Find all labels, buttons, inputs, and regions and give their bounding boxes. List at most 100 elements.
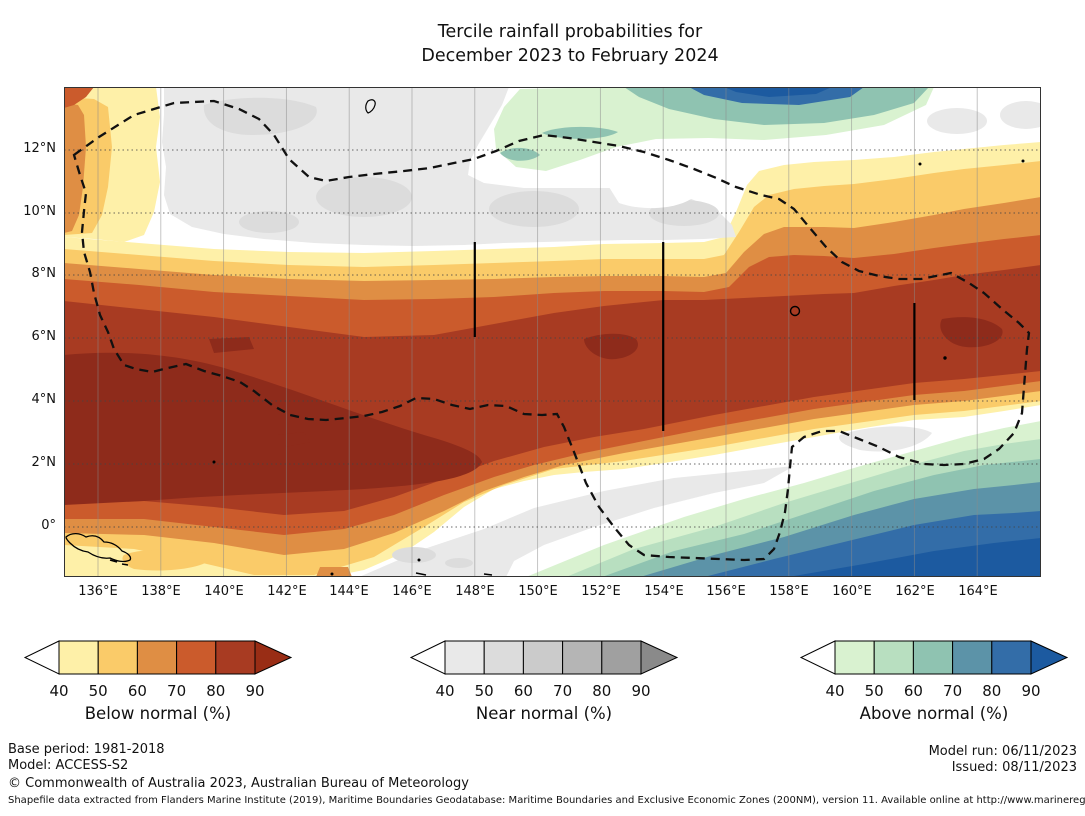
above-normal-teal-lens-1 [542,126,618,139]
footer-right: Model run: 06/11/2023 Issued: 08/11/2023 [929,744,1077,775]
lon-tick-138e: 138°E [141,584,181,599]
lon-tick-164e: 164°E [958,584,998,599]
below-normal-core-mid [584,333,638,360]
legend-above-box-1 [834,640,875,675]
legend-near-tick-90: 90 [631,682,651,700]
base-period-text: Base period: 1981-2018 [8,742,165,757]
below-normal-core-west [64,352,482,505]
legend-below-box-3 [136,640,178,675]
shapefile-attribution: Shapefile data extracted from Flanders M… [8,795,1085,806]
near-normal-patch-2 [316,177,412,217]
legend-near-tick-80: 80 [592,682,612,700]
legend-above-box-2 [873,640,914,675]
lon-tick-142e: 142°E [267,584,307,599]
guam-coastline [365,99,376,114]
legend-above-box-5 [991,640,1032,675]
legend-near-box-1 [444,640,485,675]
legend-near-tick-60: 60 [513,682,533,700]
legend-near-tick-50: 50 [474,682,494,700]
longitude-gridlines [97,87,978,577]
gold-patch-southwest [122,549,214,571]
legend-below-box-5 [215,640,256,675]
legend-below-tick-70: 70 [167,682,187,700]
lat-tick-10n: 10°N [23,204,56,219]
orange-patch-south [316,567,352,577]
lon-tick-136e: 136°E [78,584,118,599]
latitude-gridlines [64,149,1041,528]
legend-above-tick-90: 90 [1021,682,1041,700]
legend-below-tick-60: 60 [127,682,147,700]
title-line-2: December 2023 to February 2024 [421,46,719,66]
lat-tick-12n: 12°N [23,141,56,156]
lon-tick-156e: 156°E [706,584,746,599]
map-svg [64,87,1052,577]
near-normal-patch-ne-2 [1000,101,1052,129]
island-dots [212,159,1025,576]
lat-tick-0: 0° [41,518,56,533]
legend-above-ticks: 40 50 60 70 80 90 [799,682,1069,702]
legend-above-tick-60: 60 [903,682,923,700]
lon-tick-140e: 140°E [204,584,244,599]
lon-tick-162e: 162°E [895,584,935,599]
legend-near-right-arrow [640,640,679,675]
near-normal-south-patch-1 [392,547,436,563]
west-corner-dark-orange [64,87,94,108]
legend-near-normal: 40 50 60 70 80 90 Near normal (%) [409,640,679,723]
copyright-text: © Commonwealth of Australia 2023, Austra… [8,776,469,791]
legend-above-right-arrow [1030,640,1069,675]
legend-near-tick-70: 70 [553,682,573,700]
legend-above-box-3 [912,640,954,675]
legend-above-normal: 40 50 60 70 80 90 Above normal (%) [799,640,1069,723]
below-normal-core-small [209,337,254,353]
legend-near-box-5 [601,640,642,675]
lat-tick-8n: 8°N [31,266,57,281]
lat-tick-6n: 6°N [31,329,57,344]
legend-above-tick-70: 70 [943,682,963,700]
legend-above-tick-50: 50 [864,682,884,700]
legend-below-ticks: 40 50 60 70 80 90 [23,682,293,702]
legend-near-label: Near normal (%) [475,704,613,723]
probability-map [64,87,1052,577]
page-title: Tercile rainfall probabilities for Decem… [64,20,1076,68]
above-normal-teal-lens-2 [500,147,540,161]
legend-below-tick-40: 40 [49,682,69,700]
legend-above-tick-40: 40 [825,682,845,700]
white-streak-in-grey [609,182,696,209]
legend-below-box-2 [97,640,138,675]
legend-above-colorbar [799,640,1069,675]
near-normal-south-region [359,466,794,577]
legend-below-right-arrow [254,640,293,675]
legend-near-box-4 [562,640,603,675]
eez-dashed-boundary [72,99,1031,562]
legend-above-box-4 [952,640,993,675]
issued-text: Issued: 08/11/2023 [951,759,1077,775]
legend-below-left-arrow [23,640,60,675]
near-normal-south-patch-2 [445,558,473,568]
near-normal-patch-5 [239,211,299,233]
lon-tick-150e: 150°E [518,584,558,599]
legend-near-tick-40: 40 [435,682,455,700]
legend-below-tick-90: 90 [245,682,265,700]
near-normal-lobe-east [839,426,932,452]
model-text: Model: ACCESS-S2 [8,757,129,773]
lon-tick-146e: 146°E [392,584,432,599]
lon-tick-144e: 144°E [329,584,369,599]
legend-below-tick-80: 80 [206,682,226,700]
near-normal-patch-3 [489,191,579,227]
above-normal-north-darkblue-core [724,87,832,97]
lon-tick-148e: 148°E [455,584,495,599]
legend-below-box-4 [176,640,217,675]
legend-near-colorbar [409,640,679,675]
legend-below-label: Below normal (%) [84,704,232,723]
lat-tick-2n: 2°N [31,455,57,470]
near-normal-north-region [162,87,736,246]
lon-tick-152e: 152°E [581,584,621,599]
legend-near-box-3 [522,640,564,675]
legend-near-box-2 [483,640,524,675]
small-island-marks [109,559,493,576]
legend-near-ticks: 40 50 60 70 80 90 [409,682,679,702]
legend-above-tick-80: 80 [982,682,1002,700]
legend-above-left-arrow [799,640,836,675]
legend-below-tick-50: 50 [88,682,108,700]
